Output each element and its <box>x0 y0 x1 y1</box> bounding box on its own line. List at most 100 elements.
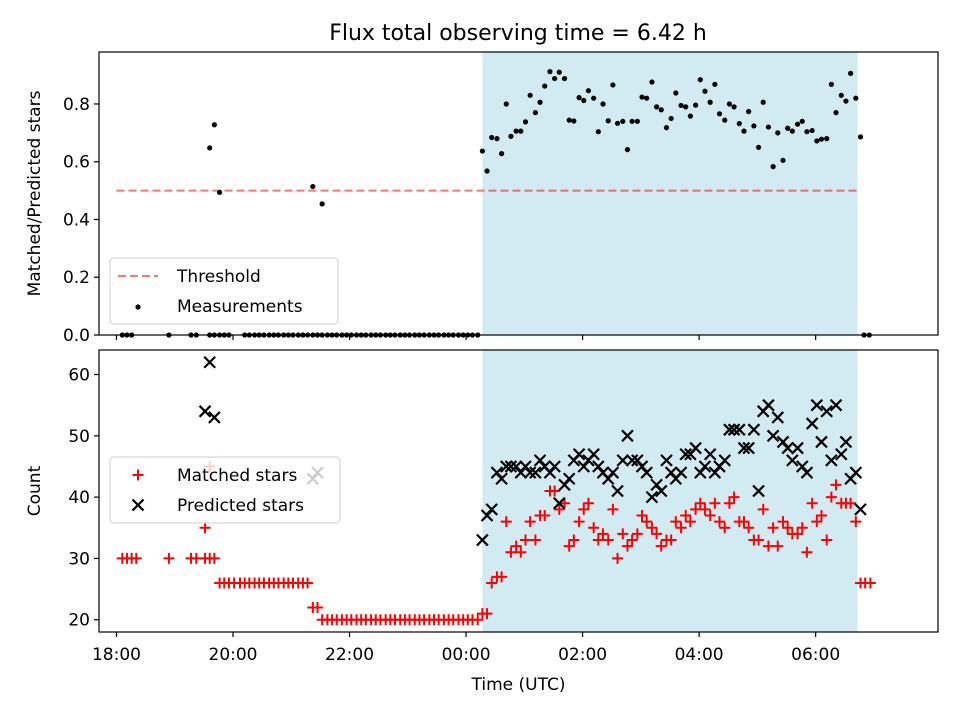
measurement-point <box>726 101 733 107</box>
predicted-star-point <box>654 484 668 498</box>
predicted-star-point <box>742 441 755 455</box>
matched-star-point <box>811 516 823 528</box>
matched-star-point <box>626 534 638 546</box>
measurement-point <box>799 118 805 124</box>
measurement-point <box>489 134 495 141</box>
measurement-point <box>522 119 529 125</box>
predicted-star-point <box>771 411 785 424</box>
matched-star-point <box>549 485 561 497</box>
x-tick-label: 22:00 <box>325 645 374 665</box>
predicted-star-point <box>703 447 717 461</box>
legend-matched-swatch <box>132 469 144 481</box>
measurement-point <box>770 164 776 170</box>
predicted-star-point <box>854 503 867 516</box>
legend-label: Matched stars <box>177 466 297 486</box>
measurement-point <box>746 108 752 115</box>
measurement-point <box>857 134 864 140</box>
plot-frame <box>98 51 939 336</box>
measurement-point <box>556 69 562 75</box>
measurement-point <box>527 92 533 98</box>
matched-star-point <box>578 503 590 515</box>
x-tick-label: 20:00 <box>209 645 258 665</box>
predicted-star-point <box>733 423 746 436</box>
predicted-star-point <box>499 460 513 473</box>
observing-band <box>482 350 858 632</box>
matched-star-point <box>311 601 323 613</box>
predicted-star-point <box>553 496 566 510</box>
matched-star-point <box>709 497 721 509</box>
measurement-point <box>479 148 485 154</box>
measurement-point <box>600 101 606 107</box>
measurement-point <box>785 125 791 131</box>
measurement-point <box>673 90 679 96</box>
predicted-star-point <box>835 447 848 461</box>
matched-star-point <box>762 540 774 552</box>
matched-star-point <box>636 510 648 522</box>
predicted-star-point <box>523 466 537 479</box>
measurement-point <box>668 115 674 122</box>
x-tick-label: 18:00 <box>92 645 141 665</box>
y-axis-label: Matched/Predicted stars <box>25 90 45 296</box>
matched-star-point <box>850 516 862 528</box>
measurement-point <box>693 102 699 108</box>
predicted-star-point <box>645 490 659 504</box>
predicted-star-point <box>476 533 489 547</box>
matched-star-point <box>472 614 484 626</box>
measurement-point <box>722 117 728 123</box>
matched-star-point <box>665 534 677 546</box>
matched-star-point <box>782 522 794 534</box>
legend-box <box>109 456 341 524</box>
y-tick-label: 40 <box>68 488 90 508</box>
measurement-point <box>610 82 616 88</box>
predicted-star-point <box>762 398 775 412</box>
measurement-point <box>678 102 684 109</box>
matched-star-point <box>655 540 667 552</box>
legend-label: Measurements <box>177 297 303 317</box>
predicted-star-point <box>718 454 732 467</box>
predicted-star-point <box>587 447 600 461</box>
measurement-point <box>824 136 830 142</box>
matched-star-point <box>559 497 571 509</box>
matched-star-point <box>723 497 735 509</box>
predicted-star-point <box>727 423 741 436</box>
matched-star-point <box>505 546 517 558</box>
y-tick-label: 0.2 <box>63 268 90 288</box>
measurement-point <box>585 88 592 94</box>
legend: Threshold Measurements <box>109 257 339 325</box>
predicted-star-point <box>800 466 814 479</box>
matched-star-point <box>588 522 600 534</box>
predicted-star-point <box>660 454 673 467</box>
matched-star-point <box>524 516 536 528</box>
matched-star-point <box>621 540 633 552</box>
matched-star-point <box>684 516 696 528</box>
predicted-star-point <box>625 454 639 467</box>
measurement-point <box>484 168 490 174</box>
measurement-point <box>547 69 553 75</box>
legend: Matched stars Predicted stars <box>109 456 341 524</box>
matched-star-point <box>719 522 731 534</box>
matched-star-point <box>792 528 804 540</box>
x-tick-label: 02:00 <box>558 645 607 665</box>
predicted-star-point <box>698 460 712 473</box>
predicted-star-point <box>621 429 634 443</box>
predicted-star-point <box>839 435 853 449</box>
matched-star-point <box>738 516 750 528</box>
measurement-point <box>581 97 587 104</box>
matched-star-point <box>130 552 142 564</box>
measurement-point <box>814 138 820 144</box>
matched-star-point <box>815 510 827 522</box>
measurement-point <box>605 118 611 124</box>
y-tick-label: 0.8 <box>63 95 90 115</box>
measurement-point <box>653 104 660 110</box>
measurement-point <box>716 111 723 117</box>
predicted-star-point <box>562 472 576 486</box>
measurement-point <box>751 123 757 129</box>
legend-measurement-swatch <box>135 304 141 310</box>
predicted-star-point <box>781 441 794 455</box>
matched-star-point <box>704 510 716 522</box>
measurement-point <box>853 95 859 101</box>
predicted-star-point <box>786 454 799 467</box>
matched-star-point <box>563 540 575 552</box>
predicted-star-point <box>616 454 630 467</box>
